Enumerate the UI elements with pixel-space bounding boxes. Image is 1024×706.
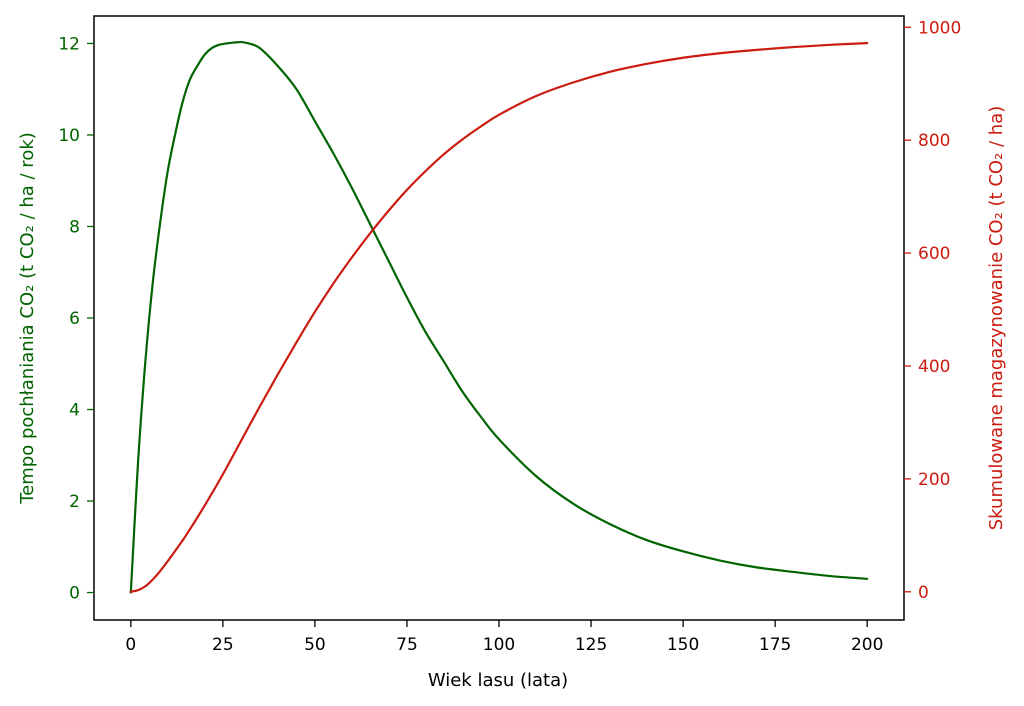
y-right-tick-label: 1000 — [918, 18, 961, 38]
series-layer — [129, 40, 869, 594]
x-tick-label: 125 — [575, 635, 607, 655]
x-tick-label: 100 — [483, 635, 515, 655]
y-left-tick-label: 12 — [58, 34, 80, 54]
y-left-tick-label: 10 — [58, 126, 80, 146]
x-tick-label: 0 — [125, 635, 136, 655]
y-left-tick-label: 8 — [69, 217, 80, 237]
x-tick-label: 200 — [851, 635, 883, 655]
y-right-tick-label: 200 — [918, 470, 950, 490]
y-axis-left-label: Tempo pochłaniania CO₂ (t CO₂ / ha / rok… — [17, 132, 38, 505]
y-right-tick-label: 400 — [918, 357, 950, 377]
y-left-tick-label: 4 — [69, 401, 80, 421]
x-tick-label: 175 — [759, 635, 791, 655]
axes-layer: 0 25 50 75 100 125 150 175 200 0 2 4 6 8 10 12 0 200 400 60… — [58, 15, 961, 655]
x-tick-label: 150 — [667, 635, 699, 655]
y-left-tick-label: 2 — [69, 492, 80, 512]
x-tick-label: 50 — [304, 635, 326, 655]
y-right-tick-label: 600 — [918, 244, 950, 264]
series-line-left — [129, 40, 869, 594]
y-right-tick-label: 800 — [918, 131, 950, 151]
y-left-tick-label: 0 — [69, 584, 80, 604]
series-line-right — [129, 42, 869, 593]
plot-frame — [93, 15, 905, 621]
y-left-tick-label: 6 — [69, 309, 80, 329]
y-axis-right-label: Skumulowane magazynowanie CO₂ (t CO₂ / h… — [986, 106, 1007, 531]
x-tick-label: 25 — [212, 635, 234, 655]
x-tick-label: 75 — [396, 635, 418, 655]
y-right-tick-label: 0 — [918, 583, 929, 603]
x-axis-label: Wiek lasu (lata) — [428, 670, 568, 691]
